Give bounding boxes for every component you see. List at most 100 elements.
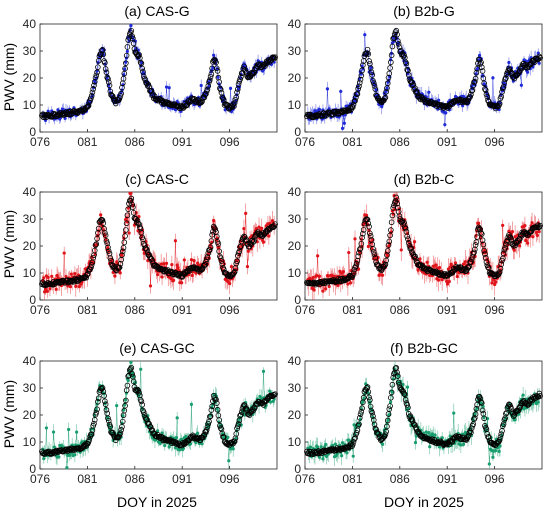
reference-point bbox=[138, 60, 145, 67]
reference-point bbox=[100, 51, 107, 58]
panel-d-title: (d) B2b-C bbox=[394, 171, 455, 187]
y-tick-label: 40 bbox=[23, 185, 37, 199]
reference-point bbox=[85, 103, 92, 109]
panel-e-title: (e) CAS-GC bbox=[119, 340, 194, 356]
reference-point bbox=[117, 93, 124, 99]
y-tick-label: 20 bbox=[288, 239, 302, 253]
panel-e: (e) CAS-GC PWV (mm) DOY in 2025 01020304… bbox=[1, 340, 278, 510]
y-tick-label: 20 bbox=[288, 71, 302, 85]
panel-c-title: (c) CAS-C bbox=[125, 171, 189, 187]
series-segment bbox=[103, 50, 106, 65]
x-tick-label: 086 bbox=[125, 303, 145, 317]
x-tick-label: 091 bbox=[172, 135, 192, 149]
reference-point bbox=[102, 66, 109, 72]
y-tick-label: 10 bbox=[288, 98, 302, 112]
reference-point bbox=[139, 65, 145, 72]
y-tick-label: 40 bbox=[288, 17, 302, 31]
panel-a-ylabel: PWV (mm) bbox=[1, 43, 17, 111]
series-segment bbox=[444, 112, 447, 125]
reference-point bbox=[90, 86, 97, 92]
reference-point bbox=[91, 82, 97, 89]
y-tick-label: 30 bbox=[288, 212, 302, 226]
reference-point bbox=[214, 65, 220, 72]
reference-point bbox=[231, 100, 238, 106]
reference-point bbox=[122, 65, 128, 72]
reference-point bbox=[109, 92, 115, 99]
reference-point bbox=[248, 69, 255, 76]
y-tick-label: 40 bbox=[23, 17, 37, 31]
x-tick-label: 096 bbox=[485, 303, 505, 317]
panel-a-title: (a) CAS-G bbox=[124, 3, 189, 19]
reference-point bbox=[271, 55, 278, 62]
panel-b-title: (b) B2b-G bbox=[393, 3, 454, 19]
y-tick-label: 10 bbox=[288, 266, 302, 280]
reference-point bbox=[237, 76, 243, 83]
reference-point bbox=[156, 95, 163, 102]
panel-e-ylabel: PWV (mm) bbox=[1, 380, 17, 448]
reference-point bbox=[272, 54, 278, 61]
series-segment bbox=[342, 114, 344, 129]
panel-e-xlabel: DOY in 2025 bbox=[117, 494, 197, 510]
x-tick-label: 086 bbox=[390, 135, 410, 149]
x-tick-label: 091 bbox=[437, 135, 457, 149]
y-tick-label: 20 bbox=[23, 239, 37, 253]
y-tick-label: 30 bbox=[23, 44, 37, 58]
reference-point bbox=[142, 77, 149, 83]
reference-point bbox=[217, 86, 224, 93]
reference-point bbox=[130, 35, 136, 42]
reference-point bbox=[105, 76, 111, 82]
reference-point bbox=[207, 77, 213, 83]
reference-point bbox=[66, 111, 72, 118]
reference-point bbox=[92, 74, 99, 81]
reference-point bbox=[91, 78, 98, 85]
reference-point bbox=[126, 34, 132, 41]
data-point bbox=[199, 83, 203, 88]
reference-point bbox=[213, 59, 219, 66]
reference-point bbox=[95, 64, 101, 70]
reference-point bbox=[241, 63, 247, 70]
reference-point bbox=[98, 47, 105, 54]
series-segment bbox=[443, 112, 446, 125]
reference-point bbox=[216, 79, 222, 85]
series-segment bbox=[220, 87, 222, 98]
reference-point bbox=[102, 59, 108, 66]
x-tick-label: 081 bbox=[342, 303, 362, 317]
series-segment bbox=[362, 55, 365, 69]
reference-point bbox=[214, 68, 221, 74]
reference-point bbox=[125, 37, 131, 43]
x-tick-label: 096 bbox=[485, 135, 505, 149]
reference-point bbox=[232, 96, 239, 103]
reference-point bbox=[88, 95, 94, 102]
y-tick-label: 0 bbox=[29, 125, 36, 139]
reference-point bbox=[93, 72, 100, 79]
reference-point bbox=[201, 94, 208, 101]
reference-point bbox=[118, 90, 124, 97]
data-point bbox=[212, 53, 216, 57]
data-point bbox=[129, 23, 133, 28]
reference-point bbox=[124, 44, 131, 50]
reference-point bbox=[123, 52, 130, 59]
reference-point bbox=[234, 89, 240, 96]
reference-point bbox=[205, 83, 212, 89]
reference-point bbox=[207, 73, 214, 80]
y-tick-label: 20 bbox=[23, 71, 37, 85]
reference-point bbox=[202, 91, 208, 98]
reference-point bbox=[228, 103, 235, 109]
x-tick-label: 086 bbox=[390, 303, 410, 317]
reference-point bbox=[103, 69, 110, 76]
reference-point bbox=[236, 78, 243, 85]
x-tick-label: 096 bbox=[220, 303, 240, 317]
x-tick-label: 081 bbox=[77, 303, 97, 317]
reference-point bbox=[128, 28, 135, 34]
reference-point bbox=[136, 51, 142, 58]
y-tick-label: 40 bbox=[288, 185, 302, 199]
reference-point bbox=[106, 82, 113, 89]
y-tick-label: 30 bbox=[288, 44, 302, 58]
reference-point bbox=[123, 60, 129, 66]
x-tick-label: 086 bbox=[125, 135, 145, 149]
reference-point bbox=[208, 71, 215, 77]
